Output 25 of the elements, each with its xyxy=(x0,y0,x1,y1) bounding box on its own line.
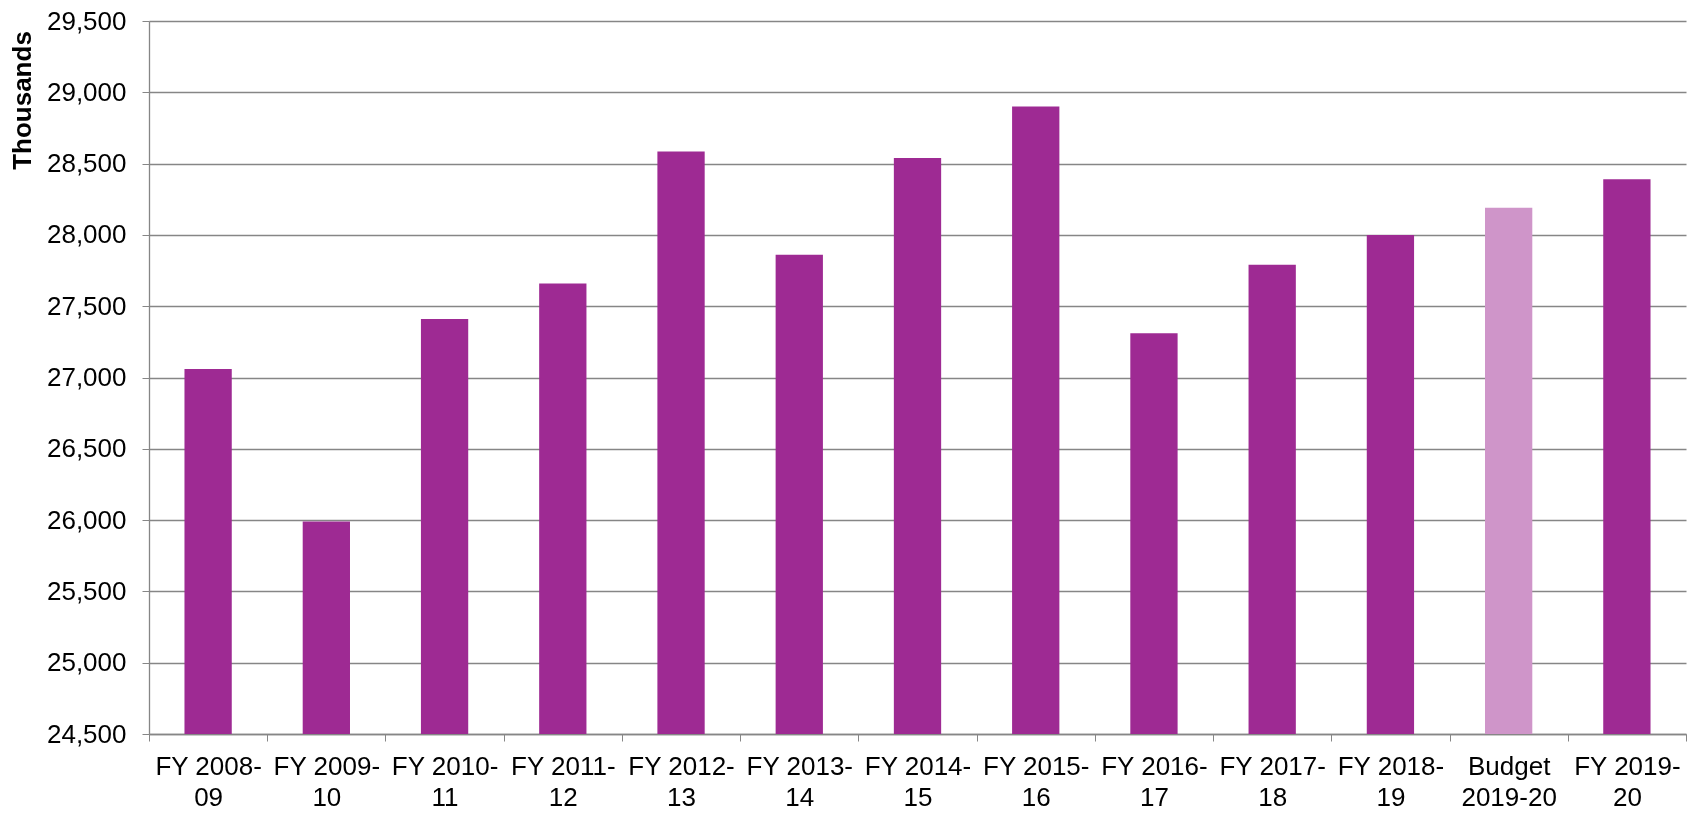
x-tick-label: FY 2018-19 xyxy=(1337,750,1445,812)
x-tick-label: FY 2013-14 xyxy=(746,750,854,812)
x-tick-label: Budget 2019-20 xyxy=(1461,750,1557,812)
y-tick-label: 24,500 xyxy=(46,718,127,749)
y-tick-label: 25,000 xyxy=(46,647,127,678)
y-axis-title: Thousands xyxy=(6,31,37,170)
x-tick-label: FY 2019-20 xyxy=(1574,750,1681,812)
x-tick-label: FY 2012-13 xyxy=(628,750,735,812)
y-tick-label: 27,000 xyxy=(46,362,127,392)
y-tick-label: 29,500 xyxy=(46,5,127,36)
x-tick-label: FY 2015-16 xyxy=(982,750,1090,812)
y-tick-label: 26,000 xyxy=(46,504,127,535)
x-tick-label: FY 2017-18 xyxy=(1219,750,1326,812)
x-tick-label: FY 2009-10 xyxy=(273,750,381,812)
x-tick-label: FY 2011-12 xyxy=(511,750,616,812)
y-tick-label: 26,500 xyxy=(46,433,127,464)
x-tick-label: FY 2008-09 xyxy=(155,750,262,812)
x-tick-label: FY 2016-17 xyxy=(1101,750,1208,812)
y-tick-label: 28,000 xyxy=(46,219,127,250)
x-tick-label: FY 2010-11 xyxy=(391,750,499,812)
y-tick-label: 29,000 xyxy=(46,76,127,107)
y-tick-label: 28,500 xyxy=(46,148,127,179)
y-tick-label: 27,500 xyxy=(46,290,127,321)
y-tick-label: 25,500 xyxy=(46,575,127,606)
x-tick-label: FY 2014-15 xyxy=(864,750,972,812)
